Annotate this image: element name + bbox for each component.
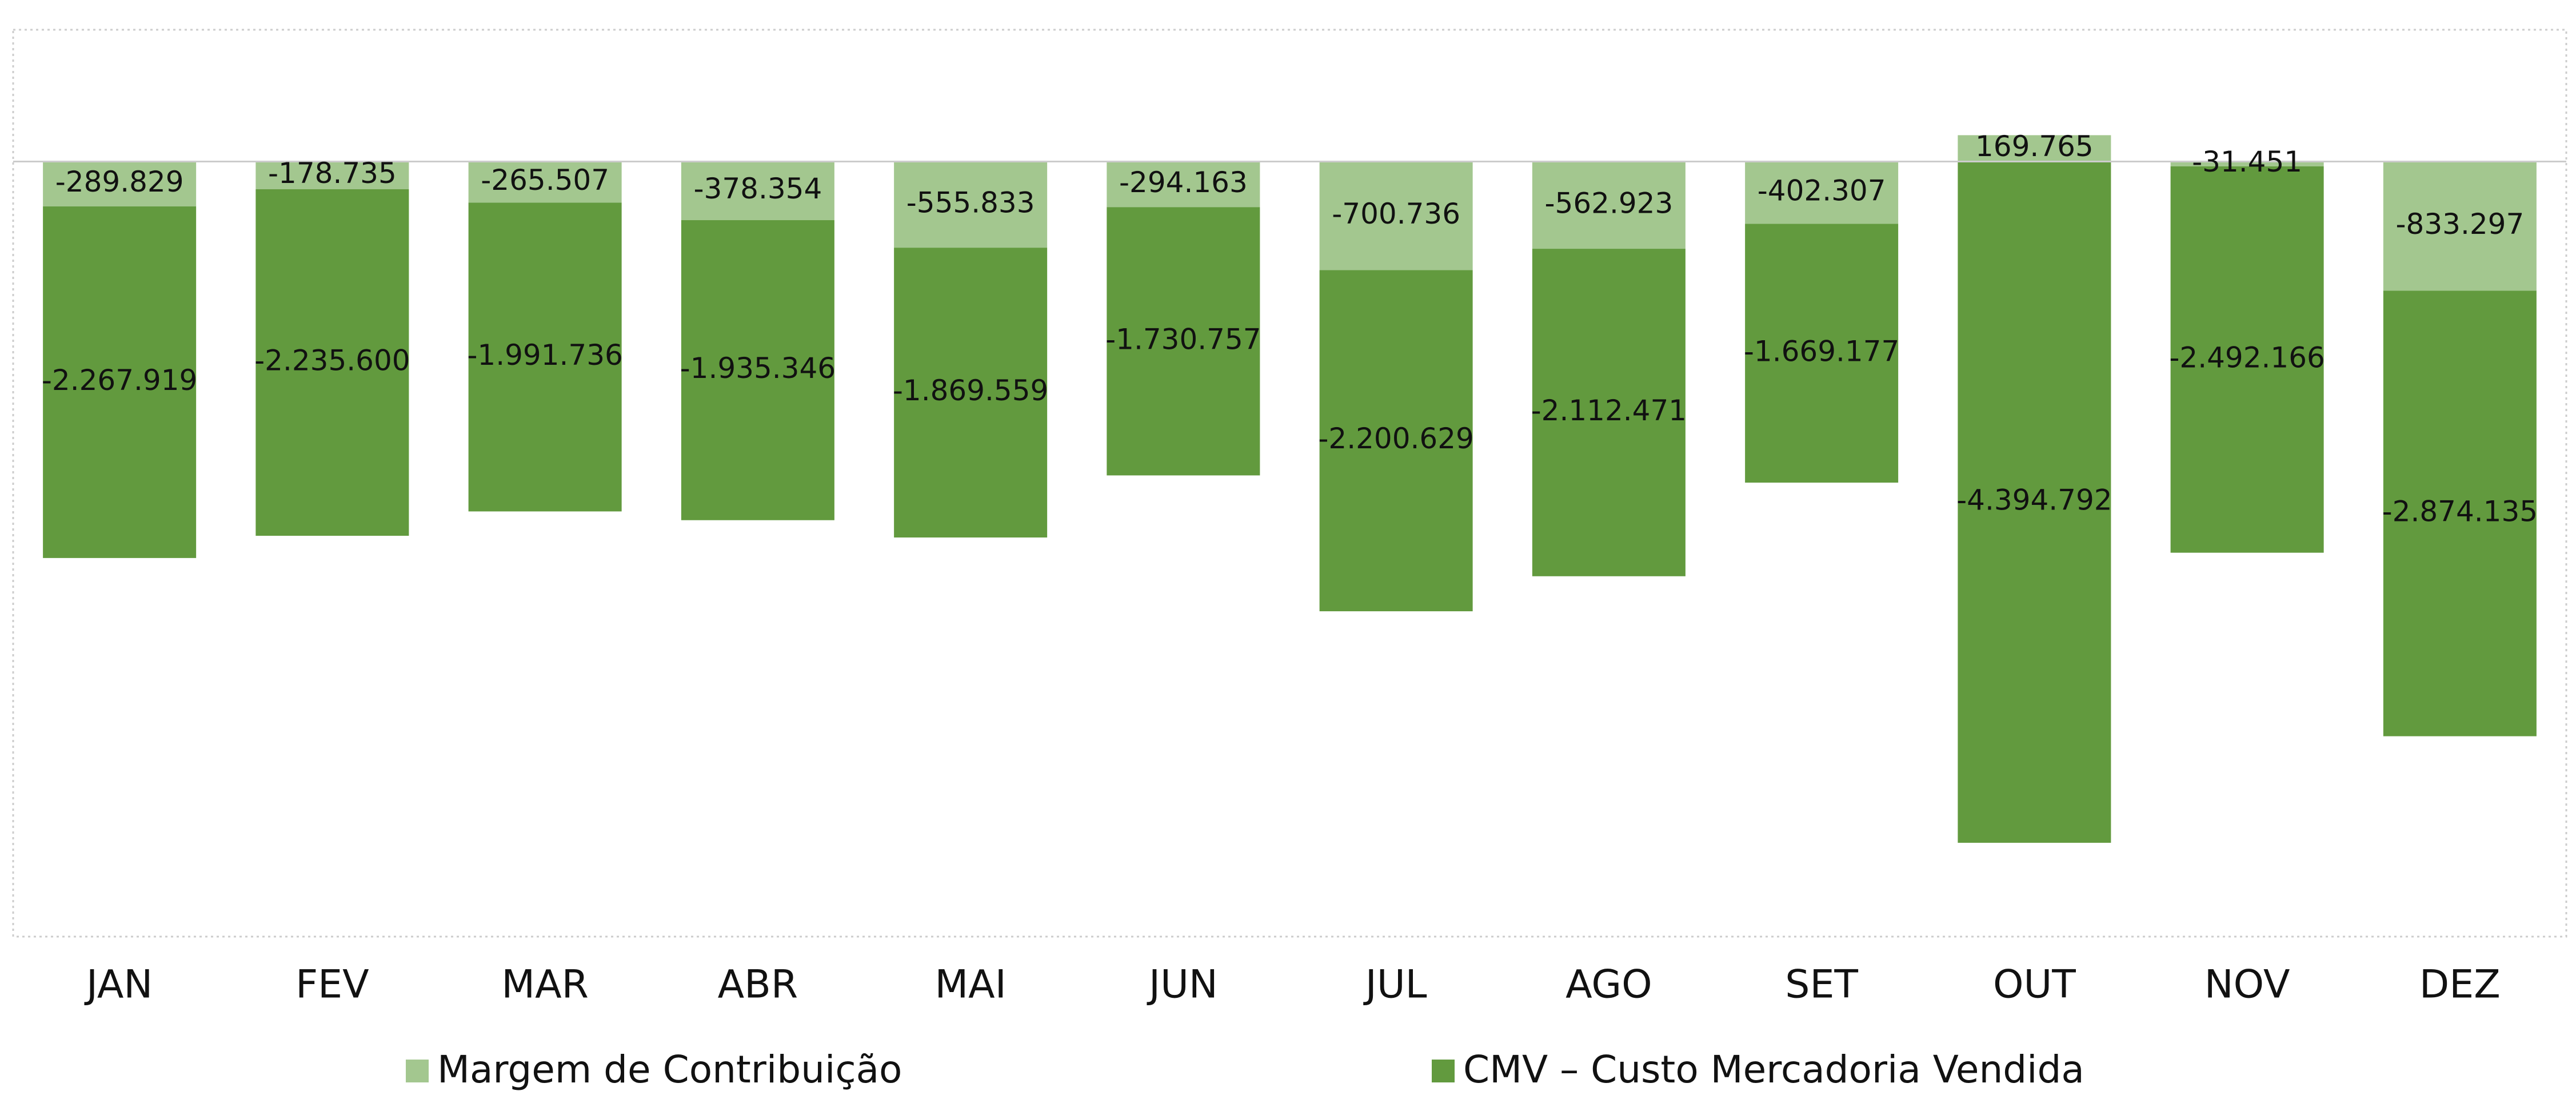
data-label: -700.736 — [1332, 197, 1460, 230]
data-label: -2.267.919 — [42, 364, 198, 397]
data-label: -4.394.792 — [1956, 484, 2112, 517]
bar — [255, 189, 409, 536]
bar — [1532, 249, 1686, 576]
bar — [43, 206, 197, 558]
data-label: -562.923 — [1544, 186, 1673, 220]
bar — [1745, 224, 1899, 483]
data-label: -2.492.166 — [2169, 341, 2325, 374]
x-tick-label: MAR — [501, 962, 588, 1008]
bar — [894, 161, 1048, 248]
bar — [681, 220, 834, 520]
data-label: -2.874.135 — [2382, 495, 2538, 528]
x-tick-label: AGO — [1565, 962, 1652, 1008]
bar — [2170, 161, 2324, 166]
bar — [1107, 161, 1260, 208]
bar — [681, 161, 834, 221]
data-label: -178.735 — [268, 157, 397, 190]
bar — [894, 248, 1048, 537]
bar — [1958, 135, 2111, 162]
bar — [1319, 270, 1473, 612]
data-label: -555.833 — [906, 186, 1035, 219]
data-label: -294.163 — [1119, 166, 1248, 199]
bar — [1958, 161, 2111, 843]
data-label: -289.829 — [55, 165, 184, 198]
x-tick-label: DEZ — [2419, 962, 2501, 1008]
data-label: -265.507 — [481, 164, 609, 197]
plot-border — [12, 29, 2567, 938]
data-label: -1.669.177 — [1744, 335, 1900, 368]
data-label: -2.235.600 — [254, 344, 410, 377]
x-tick-label: JUL — [1363, 962, 1427, 1008]
bar — [43, 161, 197, 207]
data-label: 169.765 — [1975, 130, 2094, 163]
data-label: -1.991.736 — [467, 339, 623, 372]
x-tick-label: JUN — [1147, 962, 1218, 1008]
data-label: -1.730.757 — [1105, 322, 1261, 356]
bar — [2170, 166, 2324, 553]
data-label: -1.935.346 — [680, 352, 836, 385]
legend-label: CMV – Custo Mercadoria Vendida — [1463, 1048, 2084, 1092]
x-tick-label: NOV — [2204, 962, 2290, 1008]
data-label: -1.869.559 — [893, 374, 1049, 407]
data-label: -31.451 — [2192, 145, 2302, 178]
legend-swatch — [1432, 1060, 1455, 1082]
data-label: -378.354 — [693, 172, 822, 205]
data-label: -2.112.471 — [1531, 394, 1687, 427]
bar — [2383, 290, 2537, 736]
data-label: -2.200.629 — [1318, 422, 1474, 455]
bar — [255, 161, 409, 189]
legend-label: Margem de Contribuição — [437, 1048, 902, 1092]
bar — [1107, 207, 1260, 476]
data-label: -402.307 — [1758, 174, 1886, 207]
x-tick-label: SET — [1785, 962, 1858, 1008]
x-tick-label: ABR — [718, 962, 798, 1008]
x-tick-label: OUT — [1993, 962, 2076, 1008]
x-tick-label: JAN — [84, 962, 153, 1008]
x-tick-label: MAI — [935, 962, 1007, 1008]
data-label: -833.297 — [2395, 208, 2524, 241]
bar — [468, 161, 622, 203]
bar — [1532, 161, 1686, 249]
bar — [468, 202, 622, 512]
bar — [1319, 161, 1473, 270]
legend-swatch — [406, 1060, 429, 1082]
bar — [1745, 161, 1899, 224]
x-tick-label: FEV — [295, 962, 369, 1008]
bar — [2383, 161, 2537, 291]
